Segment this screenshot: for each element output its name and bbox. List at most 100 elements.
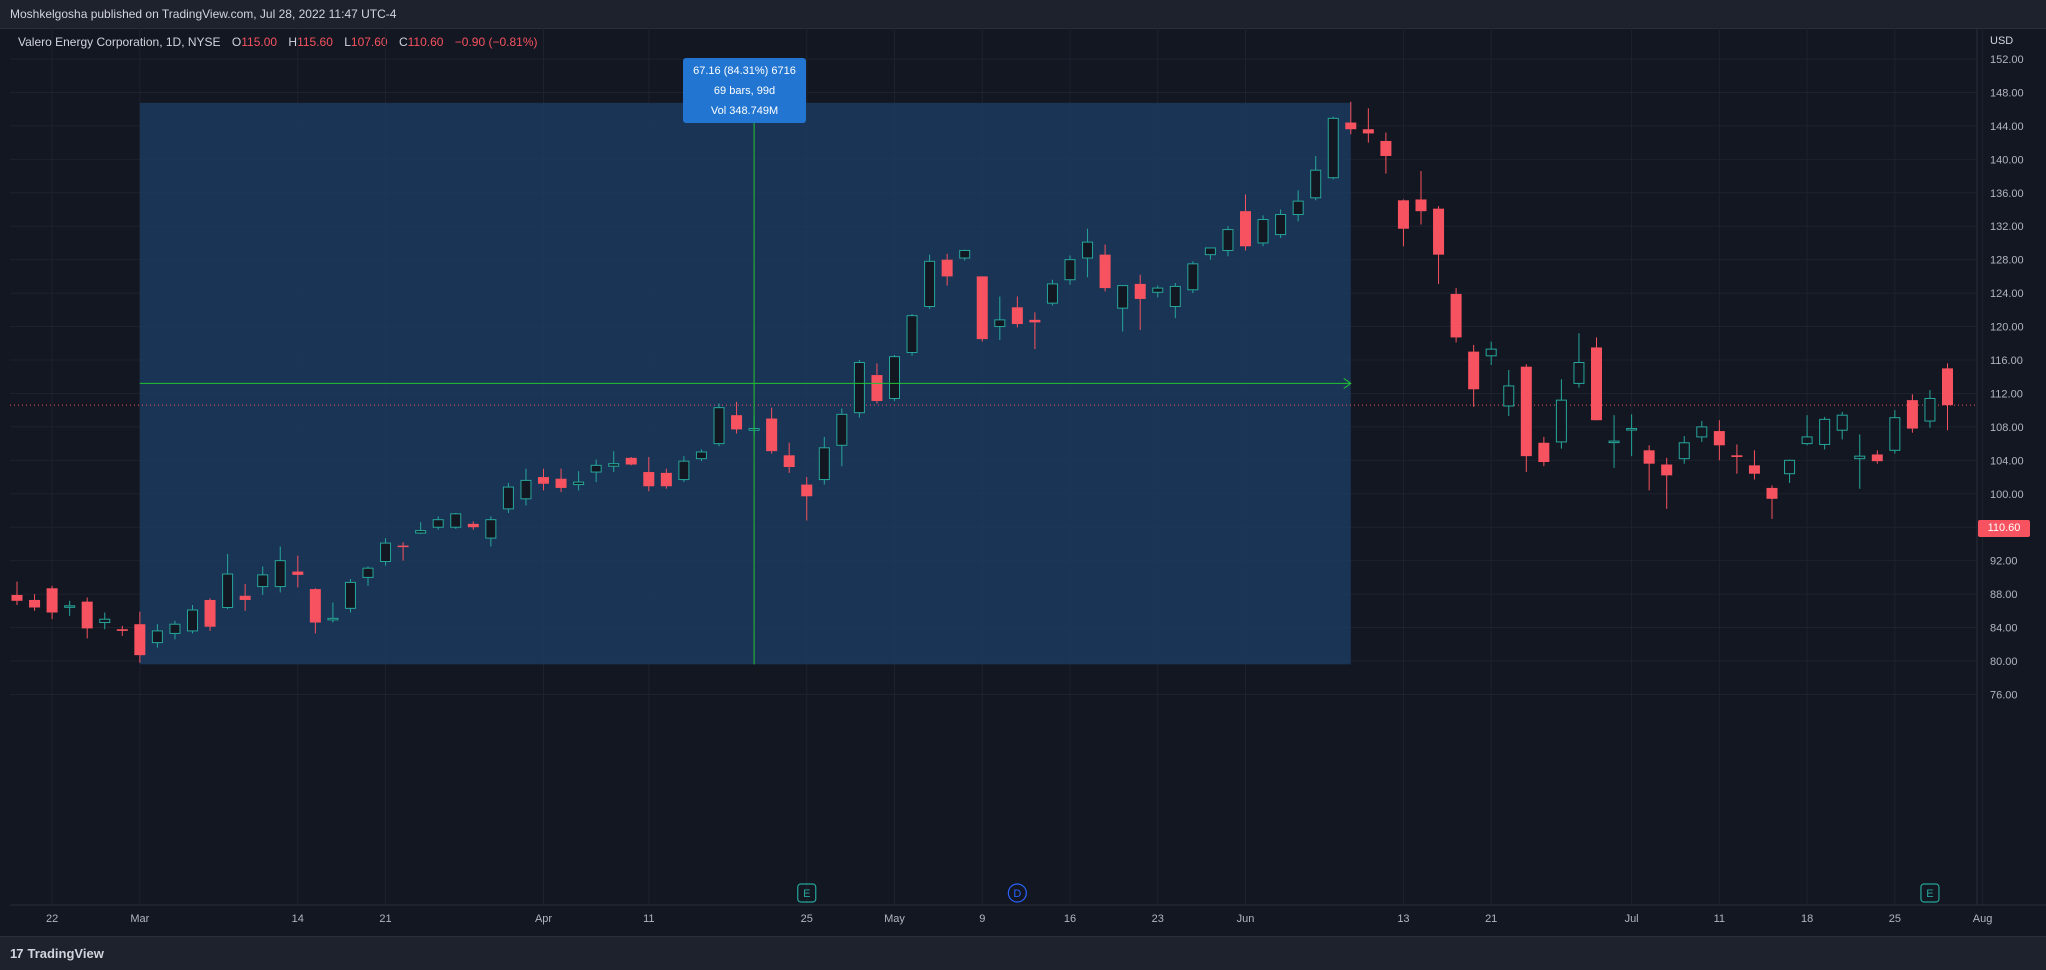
candle-body[interactable] bbox=[1327, 117, 1339, 179]
candle-body[interactable] bbox=[1485, 348, 1497, 357]
candle-body[interactable] bbox=[1362, 129, 1374, 134]
candle-body[interactable] bbox=[204, 599, 216, 627]
candle-body[interactable] bbox=[1099, 254, 1111, 289]
candle-body[interactable] bbox=[274, 560, 286, 588]
candle-body[interactable] bbox=[1731, 455, 1743, 457]
earnings-marker-icon[interactable] bbox=[1920, 883, 1940, 903]
candle-body[interactable] bbox=[1784, 459, 1796, 475]
candle-body[interactable] bbox=[99, 618, 111, 624]
candle-body[interactable] bbox=[1468, 351, 1480, 390]
candle-body[interactable] bbox=[397, 545, 409, 548]
candle-body[interactable] bbox=[1415, 199, 1427, 212]
candle-body[interactable] bbox=[46, 588, 58, 613]
candle-body[interactable] bbox=[1713, 431, 1725, 446]
candle-body[interactable] bbox=[731, 415, 743, 430]
candle-body[interactable] bbox=[1503, 385, 1515, 407]
candle-body[interactable] bbox=[1555, 399, 1567, 443]
candle-body[interactable] bbox=[1117, 285, 1129, 309]
candle-body[interactable] bbox=[1152, 287, 1164, 293]
candle-body[interactable] bbox=[1029, 319, 1041, 323]
candle-body[interactable] bbox=[976, 276, 988, 340]
candle-body[interactable] bbox=[1942, 368, 1953, 406]
candle-body[interactable] bbox=[362, 567, 374, 578]
candle-body[interactable] bbox=[1433, 208, 1445, 255]
dividend-marker-icon[interactable] bbox=[1007, 883, 1027, 903]
candle-body[interactable] bbox=[853, 362, 865, 414]
candle-body[interactable] bbox=[1082, 241, 1094, 259]
candle-body[interactable] bbox=[608, 463, 620, 467]
candle-body[interactable] bbox=[1678, 442, 1690, 460]
candle-body[interactable] bbox=[555, 478, 567, 488]
candle-body[interactable] bbox=[415, 530, 427, 534]
candle-body[interactable] bbox=[1380, 140, 1392, 156]
candle-body[interactable] bbox=[941, 259, 953, 277]
candle-body[interactable] bbox=[1889, 417, 1901, 451]
candle-body[interactable] bbox=[29, 599, 41, 608]
candle-body[interactable] bbox=[1240, 211, 1251, 247]
candle-body[interactable] bbox=[924, 260, 936, 307]
candle-body[interactable] bbox=[380, 542, 392, 563]
candle-body[interactable] bbox=[1450, 293, 1462, 338]
candle-body[interactable] bbox=[1696, 426, 1708, 438]
candle-body[interactable] bbox=[1643, 450, 1655, 464]
candle-body[interactable] bbox=[1661, 464, 1673, 476]
candle-body[interactable] bbox=[818, 447, 830, 481]
candle-body[interactable] bbox=[1275, 214, 1287, 236]
candle-body[interactable] bbox=[1292, 200, 1304, 216]
candle-body[interactable] bbox=[134, 624, 146, 656]
candle-body[interactable] bbox=[467, 523, 479, 528]
candle-body[interactable] bbox=[502, 486, 514, 510]
candle-body[interactable] bbox=[11, 594, 23, 601]
candle-body[interactable] bbox=[590, 464, 602, 473]
candle-body[interactable] bbox=[1204, 247, 1216, 256]
candle-body[interactable] bbox=[695, 451, 707, 460]
candle-body[interactable] bbox=[643, 472, 655, 487]
candle-body[interactable] bbox=[1169, 285, 1181, 307]
candle-body[interactable] bbox=[1573, 362, 1585, 384]
candle-body[interactable] bbox=[1871, 454, 1883, 462]
candle-body[interactable] bbox=[1222, 229, 1234, 251]
candle-body[interactable] bbox=[766, 418, 778, 452]
candle-body[interactable] bbox=[1046, 283, 1058, 304]
candle-body[interactable] bbox=[222, 573, 234, 608]
candle-body[interactable] bbox=[64, 605, 76, 608]
candle-body[interactable] bbox=[678, 460, 690, 481]
earnings-marker-icon[interactable] bbox=[797, 883, 817, 903]
candle-body[interactable] bbox=[1766, 487, 1778, 499]
candle-body[interactable] bbox=[713, 407, 725, 445]
candle-body[interactable] bbox=[959, 249, 971, 259]
candle-body[interactable] bbox=[994, 319, 1006, 328]
candle-body[interactable] bbox=[327, 617, 339, 621]
candle-body[interactable] bbox=[187, 609, 198, 632]
candle-body[interactable] bbox=[292, 571, 304, 575]
candle-body[interactable] bbox=[573, 481, 585, 486]
candle-body[interactable] bbox=[1187, 263, 1199, 291]
candle-body[interactable] bbox=[836, 413, 848, 446]
candle-body[interactable] bbox=[1345, 122, 1357, 130]
candle-body[interactable] bbox=[1819, 418, 1831, 445]
candle-body[interactable] bbox=[1748, 465, 1760, 474]
candle-body[interactable] bbox=[1397, 200, 1409, 229]
candle-body[interactable] bbox=[1591, 347, 1602, 421]
candle-body[interactable] bbox=[116, 629, 128, 631]
symbol-name[interactable]: Valero Energy Corporation, 1D, NYSE bbox=[18, 35, 221, 49]
candle-body[interactable] bbox=[1906, 400, 1918, 429]
candle-body[interactable] bbox=[1134, 283, 1146, 299]
candle-body[interactable] bbox=[239, 595, 251, 600]
candle-body[interactable] bbox=[1310, 169, 1322, 199]
candle-body[interactable] bbox=[871, 375, 883, 401]
candle-body[interactable] bbox=[660, 472, 672, 487]
candle-body[interactable] bbox=[801, 484, 813, 497]
tradingview-logo[interactable]: 17 TradingView bbox=[10, 946, 104, 961]
candle-body[interactable] bbox=[169, 623, 181, 634]
candle-body[interactable] bbox=[520, 479, 532, 500]
candle-body[interactable] bbox=[432, 519, 444, 528]
candle-body[interactable] bbox=[1064, 259, 1076, 281]
candle-body[interactable] bbox=[485, 519, 497, 539]
candle-body[interactable] bbox=[625, 457, 637, 465]
candle-body[interactable] bbox=[1520, 366, 1532, 457]
candle-body[interactable] bbox=[889, 356, 900, 399]
candle-body[interactable] bbox=[1538, 442, 1550, 463]
candle-body[interactable] bbox=[783, 455, 795, 468]
candle-body[interactable] bbox=[1257, 219, 1269, 244]
